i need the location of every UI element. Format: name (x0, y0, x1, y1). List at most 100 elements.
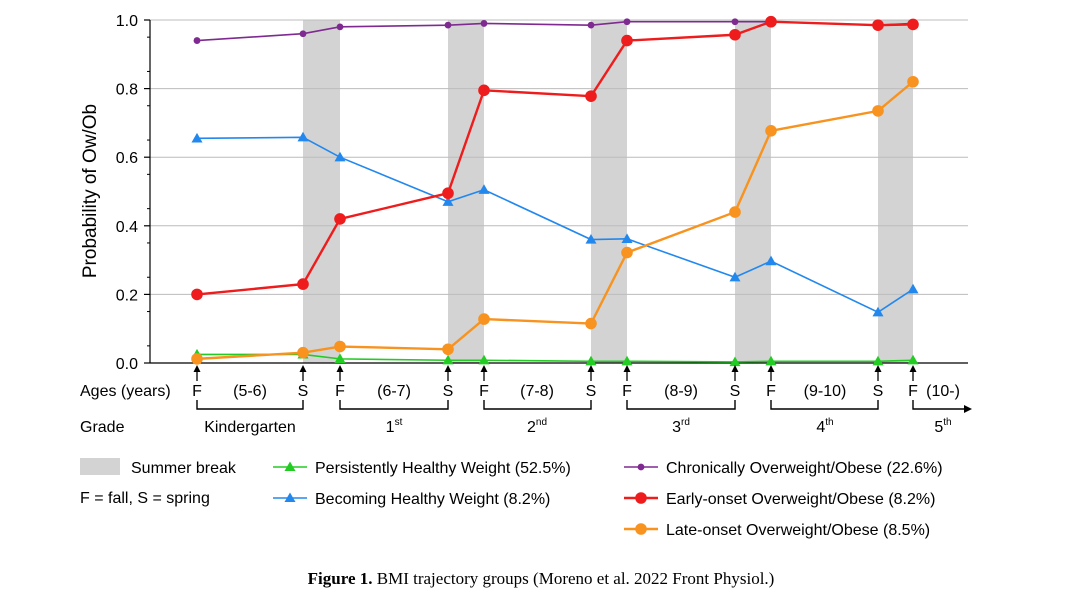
data-point (585, 90, 597, 102)
timepoint-arrowhead (623, 365, 631, 372)
timepoint-label: F (335, 383, 345, 400)
y-tick-label: 0.4 (116, 219, 138, 236)
legend-marker (637, 463, 645, 471)
data-point (442, 187, 454, 200)
age-range-labels: (5-6) (6-7) (7-8) (8-9) (9-10) (10-) (233, 383, 960, 400)
timepoint-arrowhead (444, 365, 452, 372)
data-point (334, 340, 346, 353)
timepoint-label: S (730, 383, 741, 400)
data-point (907, 75, 919, 88)
data-point (442, 354, 454, 365)
gridlines (150, 19, 968, 295)
legend-label: Persistently Healthy Weight (52.5%) (315, 460, 571, 477)
age-range-label: (6-7) (377, 383, 411, 400)
summer-break-band-5 (878, 20, 913, 363)
grade-label: 3rd (672, 417, 690, 436)
timepoint-label: S (298, 383, 309, 400)
timepoint-label: F (622, 383, 632, 400)
grade-bracket (770, 400, 879, 410)
y-tick-labels: 0.0 0.2 0.4 0.6 0.8 1.0 (116, 13, 150, 373)
summer-break-band-3 (591, 20, 627, 363)
grade-label: 5th (934, 417, 951, 436)
legend-label: Becoming Healthy Weight (8.2%) (315, 491, 550, 508)
timepoint-label: F (479, 383, 489, 400)
timepoint-label: S (873, 383, 884, 400)
timepoint-arrowhead (299, 365, 307, 372)
legend: Summer break F = fall, S = spring Persis… (80, 458, 943, 539)
data-point (765, 124, 777, 137)
legend-summer-swatch (80, 458, 120, 475)
data-point (872, 105, 884, 117)
legend-summer-label: Summer break (131, 460, 237, 477)
legend-label: Early-onset Overweight/Obese (8.2%) (666, 491, 935, 508)
legend-label: Chronically Overweight/Obese (22.6%) (666, 460, 943, 477)
data-point (478, 354, 490, 365)
grade-brackets (196, 400, 972, 413)
data-point (334, 353, 346, 364)
y-tick-label: 0.0 (116, 356, 138, 373)
series-2 (191, 131, 919, 317)
data-point (480, 20, 488, 27)
x-timepoint-arrows (193, 365, 917, 381)
data-point (297, 278, 309, 290)
summer-break-band-4 (735, 20, 771, 363)
grade-label-superscript: th (943, 417, 951, 428)
grade-labels: Kindergarten 1st 2nd 3rd 4th 5th (204, 417, 951, 436)
data-point (297, 346, 309, 359)
data-point (621, 34, 633, 47)
y-tick-label: 1.0 (116, 13, 138, 30)
data-point (478, 184, 490, 194)
data-point (297, 131, 309, 142)
axes (149, 20, 968, 364)
data-point (444, 21, 452, 29)
data-point (907, 18, 919, 31)
fall-spring-note: F = fall, S = spring (80, 490, 210, 507)
data-point (193, 37, 201, 44)
data-point (299, 30, 307, 38)
grade-row-label: Grade (80, 419, 125, 436)
ages-row-label: Ages (years) (80, 383, 171, 400)
age-range-label: (9-10) (804, 383, 847, 400)
data-point (191, 132, 203, 143)
y-tick-label: 0.2 (116, 287, 138, 304)
timepoint-arrowhead (336, 365, 344, 372)
age-range-label: (7-8) (520, 383, 554, 400)
timepoint-arrowhead (909, 365, 917, 372)
timepoint-label: S (443, 383, 454, 400)
data-point (587, 21, 595, 29)
grade-bracket (196, 400, 304, 410)
caption-text: BMI trajectory groups (Moreno et al. 202… (373, 569, 775, 588)
timepoint-arrowhead (193, 365, 201, 372)
data-point (442, 196, 454, 206)
timepoint-arrowhead (731, 365, 739, 372)
data-point (765, 355, 777, 366)
figure-caption: Figure 1. BMI trajectory groups (Moreno … (308, 569, 775, 588)
data-point (731, 18, 739, 26)
data-point (478, 313, 490, 325)
data-point (478, 84, 490, 97)
series-lines (191, 15, 919, 367)
data-point (442, 343, 454, 356)
data-point (191, 353, 203, 365)
data-point (872, 19, 884, 31)
grade-label-superscript: rd (681, 417, 690, 428)
legend-marker (635, 523, 647, 535)
timepoint-arrowhead (767, 365, 775, 372)
y-tick-label: 0.6 (116, 150, 138, 167)
timepoint-label: F (908, 383, 918, 400)
timepoint-arrowhead (587, 365, 595, 372)
data-point (585, 355, 597, 366)
grade-bracket (483, 400, 592, 410)
age-range-label: (8-9) (664, 383, 698, 400)
data-point (907, 283, 919, 294)
data-point (191, 288, 203, 301)
grade-label-superscript: th (825, 417, 833, 428)
data-point (623, 18, 631, 26)
data-point (334, 151, 346, 162)
data-point (621, 246, 633, 259)
legend-label: Late-onset Overweight/Obese (8.5%) (666, 522, 930, 539)
age-range-label: (5-6) (233, 383, 267, 400)
y-tick-label: 0.8 (116, 82, 138, 99)
